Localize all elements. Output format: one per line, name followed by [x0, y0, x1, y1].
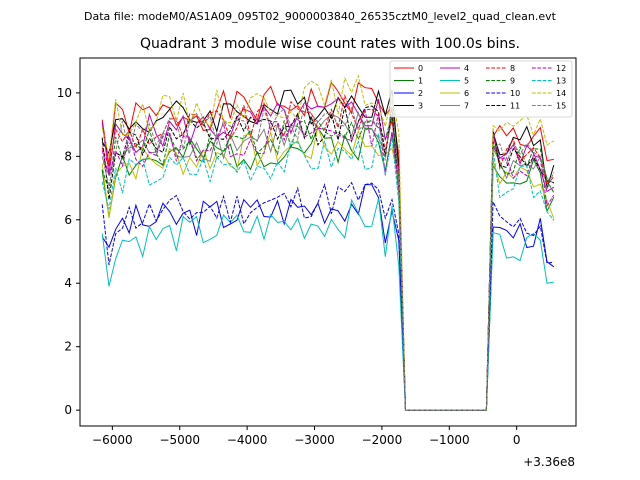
y-tick-label: 8	[64, 149, 72, 163]
x-tick-label: −4000	[227, 433, 268, 447]
y-tick-label: 10	[57, 86, 72, 100]
legend-label-3: 3	[418, 102, 423, 111]
legend-label-12: 12	[556, 64, 566, 73]
legend-label-7: 7	[464, 102, 469, 111]
legend-box	[389, 60, 573, 118]
series-line-2	[101, 183, 555, 411]
legend-label-0: 0	[418, 64, 423, 73]
series-line-8	[101, 94, 555, 411]
legend-label-14: 14	[556, 89, 566, 98]
series-line-0	[101, 81, 554, 411]
series-line-1	[101, 126, 555, 411]
legend-label-9: 9	[510, 77, 515, 86]
legend-label-8: 8	[510, 64, 515, 73]
x-axis-offset-label: +3.36e8	[523, 455, 575, 469]
figure-supertitle: Data file: modeM0/AS1A09_095T02_90000038…	[84, 10, 557, 23]
legend-label-1: 1	[418, 77, 423, 86]
plot-frame	[79, 57, 577, 427]
x-tick-label: −1000	[429, 433, 470, 447]
series-line-9	[101, 114, 555, 411]
x-tick-label: −2000	[362, 433, 403, 447]
legend-label-2: 2	[418, 89, 423, 98]
legend-label-6: 6	[464, 89, 469, 98]
series-line-13	[101, 133, 555, 411]
legend-label-15: 15	[556, 102, 566, 111]
y-tick-label: 4	[64, 276, 72, 290]
legend-label-11: 11	[510, 102, 520, 111]
y-axis-ticks: 0 2 4 6 8 10	[57, 86, 80, 417]
plot-lines	[101, 74, 555, 411]
y-tick-label: 2	[64, 340, 72, 354]
series-line-12	[101, 108, 555, 411]
legend-label-13: 13	[556, 77, 566, 86]
legend-label-4: 4	[464, 64, 469, 73]
series-line-10	[101, 181, 554, 411]
series-line-6	[101, 124, 555, 411]
x-tick-label: 0	[513, 433, 521, 447]
x-tick-label: −6000	[92, 433, 133, 447]
y-tick-label: 0	[64, 403, 72, 417]
legend-label-10: 10	[510, 89, 520, 98]
series-line-15	[101, 98, 555, 411]
chart-title: Quadrant 3 module wise count rates with …	[140, 36, 520, 52]
series-line-5	[101, 198, 554, 411]
legend-label-5: 5	[464, 77, 469, 86]
y-tick-label: 6	[64, 213, 72, 227]
x-tick-label: −3000	[294, 433, 335, 447]
x-tick-label: −5000	[159, 433, 200, 447]
series-line-4	[101, 97, 555, 411]
x-axis-ticks: −6000 −5000 −4000 −3000 −2000 −1000 0	[92, 426, 521, 447]
series-line-14	[101, 74, 555, 411]
